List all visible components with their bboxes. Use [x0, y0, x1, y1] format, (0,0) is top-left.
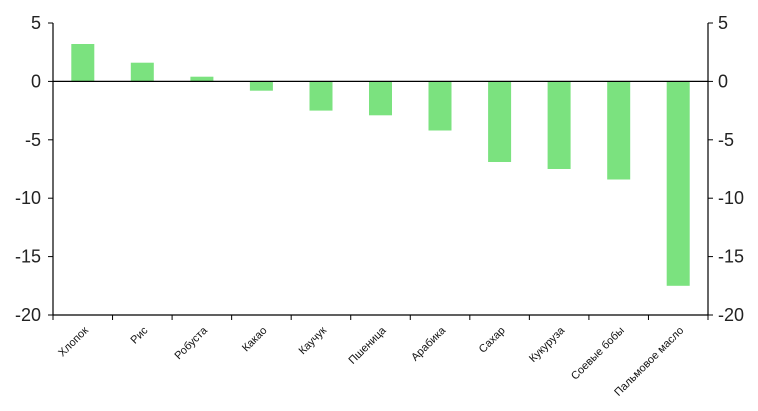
- category-label-2: Рис: [129, 324, 151, 346]
- bar-2: [130, 62, 154, 82]
- y-tick-label-right: 5: [718, 13, 728, 33]
- category-label-9: Кукуруза: [527, 324, 568, 365]
- bar-10: [607, 81, 631, 180]
- category-label-8: Сахар: [477, 325, 508, 356]
- y-tick-label-left: -20: [15, 305, 41, 325]
- category-label-1: Хлопок: [56, 325, 91, 360]
- y-tick-label-left: -15: [15, 247, 41, 267]
- category-label-6: Пшеница: [347, 324, 390, 367]
- y-tick-label-right: -15: [718, 247, 744, 267]
- y-tick-label-left: -5: [25, 130, 41, 150]
- category-label-7: Арабика: [409, 324, 449, 364]
- y-tick-label-right: -20: [718, 305, 744, 325]
- y-tick-label-right: -10: [718, 188, 744, 208]
- category-label-5: Каучук: [297, 325, 330, 358]
- bars-group: [71, 44, 690, 286]
- bar-8: [488, 81, 512, 162]
- bar-4: [249, 81, 273, 91]
- y-tick-label-right: -5: [718, 130, 734, 150]
- y-tick-label-left: 5: [31, 13, 41, 33]
- category-labels: Хлопок Рис Робуста Какао Каучук Пшеница Арабик…: [56, 324, 686, 399]
- axes-group: [48, 22, 713, 320]
- bar-6: [369, 81, 392, 116]
- bar-1: [71, 44, 95, 82]
- category-label-4: Какао: [240, 325, 270, 355]
- category-label-10: Соевые бобы: [569, 325, 627, 383]
- right-y-axis-ticks: 5 0 -5 -10 -15 -20: [718, 13, 744, 325]
- bar-9: [547, 81, 571, 169]
- y-tick-label-left: -10: [15, 188, 41, 208]
- left-y-axis-ticks: 5 0 -5 -10 -15 -20: [15, 13, 41, 325]
- bar-7: [428, 81, 452, 131]
- category-label-3: Робуста: [173, 324, 211, 362]
- bar-5: [309, 81, 333, 111]
- y-tick-label-right: 0: [718, 71, 728, 91]
- bar-3: [190, 76, 214, 82]
- y-tick-label-left: 0: [31, 71, 41, 91]
- bar-11: [666, 81, 690, 286]
